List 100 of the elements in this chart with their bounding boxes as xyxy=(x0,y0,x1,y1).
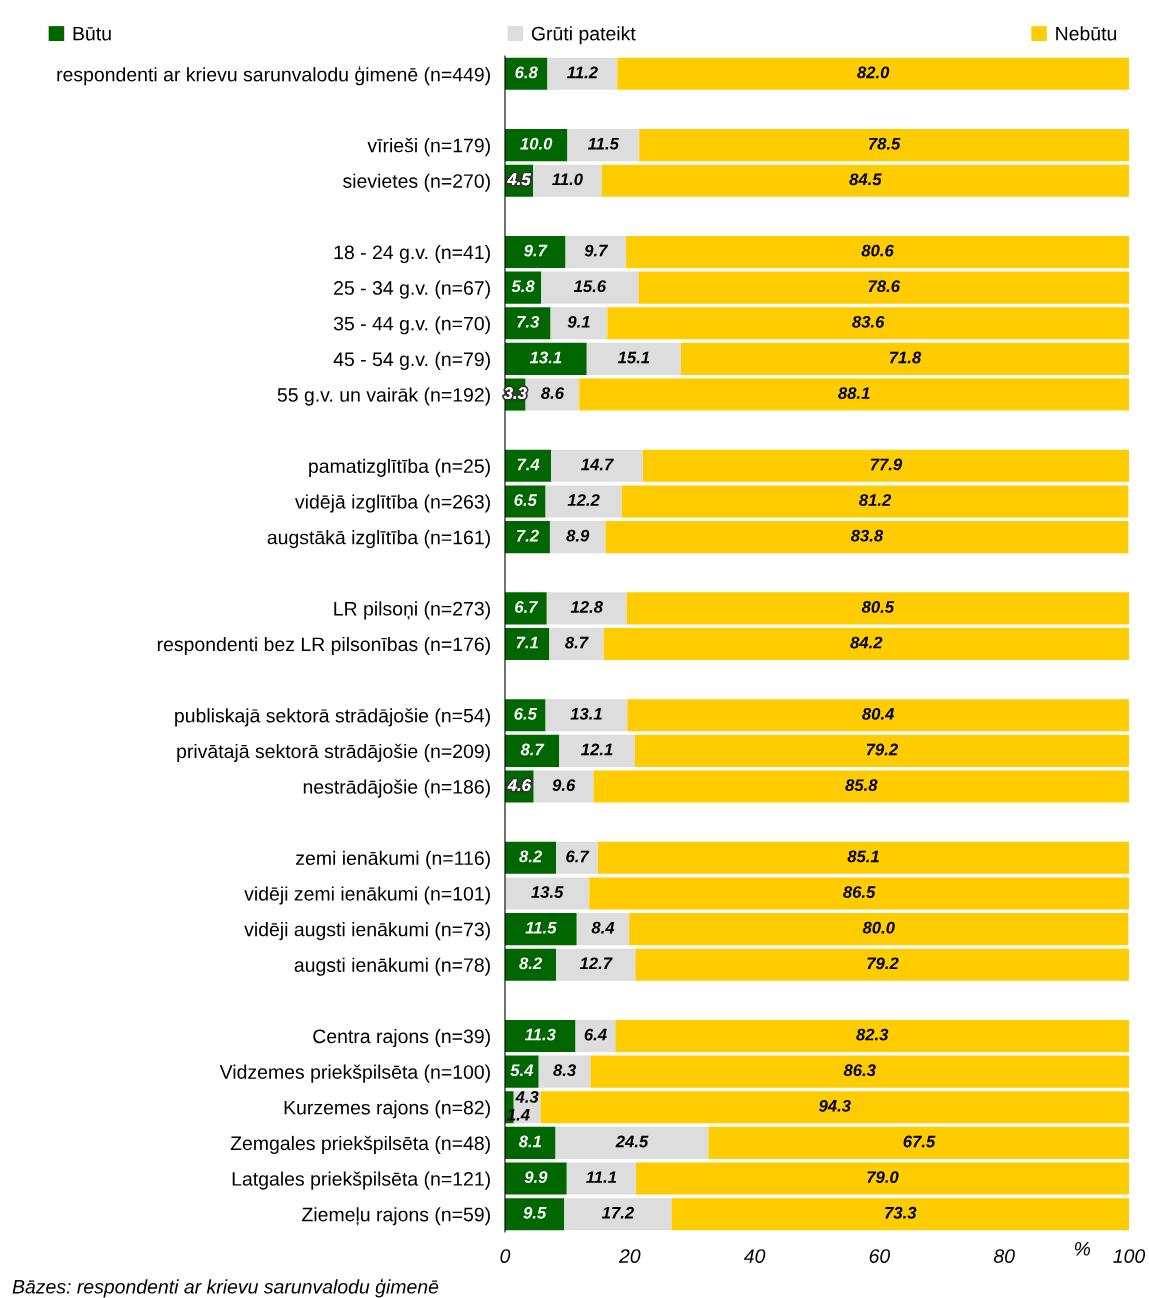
bar xyxy=(556,948,636,981)
bar xyxy=(576,913,630,946)
data-label: 11.5 xyxy=(525,921,557,934)
bar xyxy=(540,1091,1129,1124)
bar xyxy=(505,1126,556,1159)
y-tick-label: LR pilsoņi (n=273) xyxy=(334,601,490,620)
data-label: 83.8 xyxy=(850,529,884,542)
x-tick-label: 20 xyxy=(618,1249,641,1263)
data-label: 6.5 xyxy=(514,707,538,720)
bar xyxy=(634,734,1129,767)
bar xyxy=(626,592,1129,625)
data-label: 8.9 xyxy=(566,529,590,542)
data-label: 5.4 xyxy=(510,1064,534,1077)
bar xyxy=(533,770,594,803)
bar xyxy=(551,449,643,482)
data-label: 6.8 xyxy=(515,66,538,79)
data-label: 6.4 xyxy=(584,1028,607,1041)
data-label: 80.4 xyxy=(862,707,895,720)
legend-label: Grūti pateikt xyxy=(531,26,636,45)
bar xyxy=(615,1019,1129,1053)
data-label: 78.5 xyxy=(869,137,901,150)
y-tick-label: nestrādājošie (n=186) xyxy=(303,779,490,798)
y-tick-label: vidēji augsti ienākumi (n=73) xyxy=(244,922,490,941)
bar xyxy=(505,521,550,554)
legend-label: Nebūtu xyxy=(1056,26,1117,41)
bar xyxy=(635,948,1129,981)
x-axis-title: % xyxy=(1074,1242,1091,1256)
data-label: 11.2 xyxy=(567,66,598,79)
y-tick-label: Zemgales priekšpilsēta (n=48) xyxy=(230,1135,490,1155)
bar xyxy=(505,913,577,946)
bar xyxy=(607,307,1129,340)
data-label: 9.9 xyxy=(524,1171,548,1184)
y-tick-label: privātajā sektorā strādājošie (n=209) xyxy=(177,743,490,763)
bar xyxy=(505,627,550,661)
data-label: 73.3 xyxy=(885,1206,917,1219)
y-tick-label: augsti ienākumi (n=78) xyxy=(294,957,490,976)
data-label: 11.0 xyxy=(552,173,583,186)
data-label: 8.2 xyxy=(519,850,542,863)
bar xyxy=(590,1055,1129,1088)
x-tick-label: 40 xyxy=(743,1249,766,1263)
bar xyxy=(550,307,608,340)
bar xyxy=(505,342,587,375)
bar xyxy=(549,521,606,554)
bar xyxy=(549,627,604,661)
data-label: 24.5 xyxy=(615,1135,649,1148)
data-label: 9.7 xyxy=(584,244,609,257)
bar xyxy=(545,485,622,518)
data-label: 15.1 xyxy=(617,351,650,364)
data-label: 82.0 xyxy=(857,66,890,79)
y-tick-label: pamatizglītība (n=25) xyxy=(309,458,490,477)
bar xyxy=(525,378,580,411)
bar xyxy=(636,1162,1129,1195)
data-label: 67.5 xyxy=(903,1135,936,1148)
bar xyxy=(555,1126,709,1159)
bar xyxy=(589,877,1129,910)
data-label: 4.3 xyxy=(515,1091,539,1103)
y-tick-label: vīrieši (n=179) xyxy=(367,138,490,157)
data-label: 7.1 xyxy=(516,636,538,649)
data-label: 12.1 xyxy=(581,743,613,756)
x-tick-label: 100 xyxy=(1113,1249,1146,1263)
bar xyxy=(638,271,1129,304)
bar xyxy=(559,734,635,767)
data-label: 82.3 xyxy=(856,1028,889,1041)
y-tick-label: augstākā izglītība (n=161) xyxy=(267,530,490,549)
data-label: 17.2 xyxy=(601,1206,634,1219)
bar xyxy=(671,1198,1129,1231)
data-label: 84.5 xyxy=(849,173,882,186)
y-tick-label: vidējā izglītība (n=263) xyxy=(295,494,490,513)
data-label: 80.0 xyxy=(862,921,895,934)
data-label: 9.1 xyxy=(567,315,590,328)
bar xyxy=(597,841,1129,874)
x-tick-label: 0 xyxy=(500,1249,511,1263)
bar xyxy=(505,1019,576,1053)
data-label: 12.7 xyxy=(579,957,613,970)
data-label: 13.1 xyxy=(529,351,562,364)
bar xyxy=(505,449,552,482)
y-tick-label: 25 - 34 g.v. (n=67) xyxy=(334,280,490,299)
bar xyxy=(566,1162,637,1195)
bar xyxy=(565,235,627,269)
bar xyxy=(627,699,1129,732)
y-tick-label: 45 - 54 g.v. (n=79) xyxy=(333,351,490,370)
data-label: 11.3 xyxy=(524,1028,556,1041)
x-tick-label: 80 xyxy=(993,1249,1015,1263)
bar xyxy=(708,1126,1129,1159)
data-label: 8.4 xyxy=(591,921,615,934)
data-label: 10.0 xyxy=(520,137,553,150)
data-label: 12.8 xyxy=(570,601,603,613)
data-label: 77.9 xyxy=(870,458,903,471)
bar xyxy=(545,699,628,732)
bar xyxy=(617,57,1129,90)
data-label: 79.0 xyxy=(867,1171,899,1184)
data-label: 79.2 xyxy=(866,743,898,756)
y-tick-label: zemi ienākumi (n=116) xyxy=(296,850,490,869)
y-tick-label: respondenti bez LR pilsonības (n=176) xyxy=(157,636,490,656)
bar xyxy=(505,877,590,910)
y-tick-label: publiskajā sektorā strādājošie (n=54) xyxy=(175,708,490,727)
data-label: 81.2 xyxy=(859,494,892,506)
data-label: 8.7 xyxy=(520,743,545,756)
bar xyxy=(586,342,681,375)
bar xyxy=(567,129,640,162)
